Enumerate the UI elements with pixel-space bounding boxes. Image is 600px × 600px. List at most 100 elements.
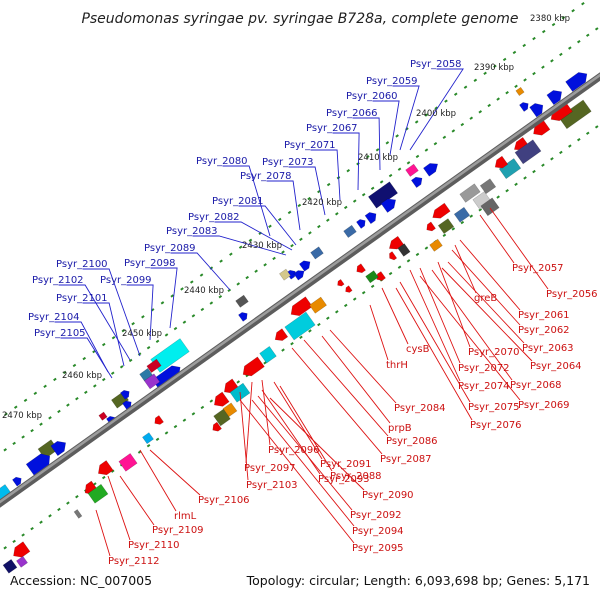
- forward-label-leader: [60, 337, 113, 379]
- reverse-gene-label: Psyr_2074: [458, 381, 510, 392]
- reverse-gene-arrow: [13, 541, 31, 558]
- reverse-gene-arrow: [388, 235, 404, 250]
- reverse-label-leader: [454, 244, 477, 294]
- gene-features: [0, 72, 592, 574]
- gene-block: [235, 294, 249, 308]
- gene-block: [365, 270, 379, 284]
- forward-gene-label: Psyr_2059: [366, 76, 418, 87]
- gene-block: [139, 368, 153, 382]
- gene-block: [73, 509, 83, 519]
- reverse-label-leader: [489, 207, 549, 290]
- reverse-gene-label: Psyr_2068: [510, 380, 562, 391]
- forward-gene-label: Psyr_2071: [284, 140, 336, 151]
- forward-gene-label: Psyr_2102: [32, 275, 84, 286]
- scale-kbp-label: 2410 kbp: [358, 153, 398, 163]
- forward-label-leader: [54, 321, 109, 373]
- scale-kbp-label: 2440 kbp: [184, 286, 224, 296]
- reverse-gene-label: Psyr_2093: [318, 474, 370, 485]
- gene-block: [279, 268, 291, 281]
- forward-gene-label: Psyr_2082: [188, 212, 240, 223]
- reverse-gene-label: Psyr_2088: [330, 471, 382, 482]
- gene-block: [479, 178, 497, 195]
- reverse-label-leader: [369, 304, 389, 361]
- map-title: Pseudomonas syringae pv. syringae B728a,…: [81, 11, 518, 27]
- reverse-label-leader: [251, 399, 355, 527]
- reverse-gene-arrow: [242, 356, 265, 377]
- forward-gene-label: Psyr_2060: [346, 91, 398, 102]
- reverse-gene-label: Psyr_2096: [268, 445, 320, 456]
- reverse-gene-label: Psyr_2084: [394, 403, 446, 414]
- forward-gene-arrow: [410, 176, 423, 188]
- forward-label-leader: [222, 165, 271, 237]
- scale-kbp-label: 2400 kbp: [416, 109, 456, 119]
- reverse-gene-label: Psyr_2072: [458, 363, 510, 374]
- forward-label-leader: [310, 149, 341, 201]
- forward-gene-arrow: [293, 270, 305, 281]
- map-body: 2380 kbp 2390 kbp 2400 kbp 2410 kbp 2420 kbp…: [0, 0, 600, 574]
- forward-label-leader: [409, 68, 464, 151]
- reverse-gene-arrow: [345, 285, 353, 293]
- gene-block: [98, 411, 108, 421]
- reverse-label-leader: [447, 261, 525, 344]
- gene-block: [514, 139, 542, 165]
- gene-block: [142, 432, 154, 445]
- forward-gene-label: Psyr_2104: [28, 312, 80, 323]
- reverse-gene-label: Psyr_2075: [468, 402, 520, 413]
- forward-gene-label: Psyr_2081: [212, 196, 264, 207]
- reverse-label-leader: [119, 475, 155, 526]
- reverse-gene-arrow: [356, 263, 366, 274]
- forward-gene-label: Psyr_2098: [124, 258, 176, 269]
- forward-gene-arrow: [565, 72, 588, 92]
- forward-label-leader: [392, 85, 420, 151]
- reverse-gene-label: Psyr_2069: [518, 400, 570, 411]
- reverse-gene-label: Psyr_2110: [128, 540, 180, 551]
- reverse-gene-arrow: [154, 415, 164, 425]
- reverse-gene-arrow: [212, 421, 222, 432]
- reverse-gene-label: thrH: [386, 360, 408, 371]
- forward-gene-label: Psyr_2078: [240, 171, 292, 182]
- reverse-label-leader: [139, 449, 177, 512]
- reverse-label-leader: [149, 449, 201, 496]
- reverse-gene-label: Psyr_2091: [320, 459, 372, 470]
- forward-gene-label: Psyr_2073: [262, 157, 314, 168]
- gene-block: [459, 183, 481, 203]
- scale-kbp-label: 2430 kbp: [242, 241, 282, 251]
- reverse-label-leader: [239, 399, 355, 544]
- reverse-gene-labels: Psyr_2057 Psyr_2056 greB Psyr_2061 Psyr_2062…: [108, 263, 598, 567]
- reverse-gene-arrow: [426, 221, 436, 232]
- forward-label-leader: [82, 302, 125, 367]
- forward-gene-labels: Psyr_2058 Psyr_2059 Psyr_2060 Psyr_2066 Psyr…: [28, 59, 462, 339]
- gene-block: [284, 311, 316, 341]
- forward-gene-label: Psyr_2101: [56, 293, 108, 304]
- reverse-label-leader: [279, 385, 333, 472]
- forward-gene-arrow: [356, 219, 366, 229]
- forward-label-leader: [126, 284, 154, 341]
- label-leader-lines: [54, 68, 549, 557]
- scale-kbp-label: 2460 kbp: [62, 371, 102, 381]
- forward-gene-label: Psyr_2105: [34, 328, 86, 339]
- reverse-gene-label: Psyr_2063: [522, 343, 574, 354]
- reverse-label-leader: [419, 275, 521, 401]
- reverse-label-leader: [441, 267, 533, 362]
- reverse-gene-arrow: [337, 279, 345, 287]
- gene-block: [480, 197, 500, 217]
- reverse-gene-label: Psyr_2070: [468, 347, 520, 358]
- forward-label-leader: [82, 268, 141, 357]
- forward-gene-label: Psyr_2058: [410, 59, 462, 70]
- gene-block: [309, 296, 327, 314]
- forward-label-leader: [192, 235, 287, 256]
- reverse-gene-arrow: [376, 271, 386, 281]
- reverse-label-leader: [257, 395, 353, 511]
- reverse-label-leader: [459, 239, 521, 311]
- forward-label-leader: [238, 205, 297, 246]
- reverse-gene-label: Psyr_2086: [386, 436, 438, 447]
- reverse-gene-label: Psyr_2062: [518, 325, 570, 336]
- reverse-label-leader: [479, 214, 515, 264]
- reverse-gene-label: Psyr_2064: [530, 361, 582, 372]
- reverse-label-leader: [437, 261, 471, 348]
- gene-block: [213, 408, 231, 427]
- reverse-label-leader: [451, 249, 521, 326]
- forward-gene-arrow: [298, 260, 311, 272]
- reverse-label-leader: [321, 335, 391, 424]
